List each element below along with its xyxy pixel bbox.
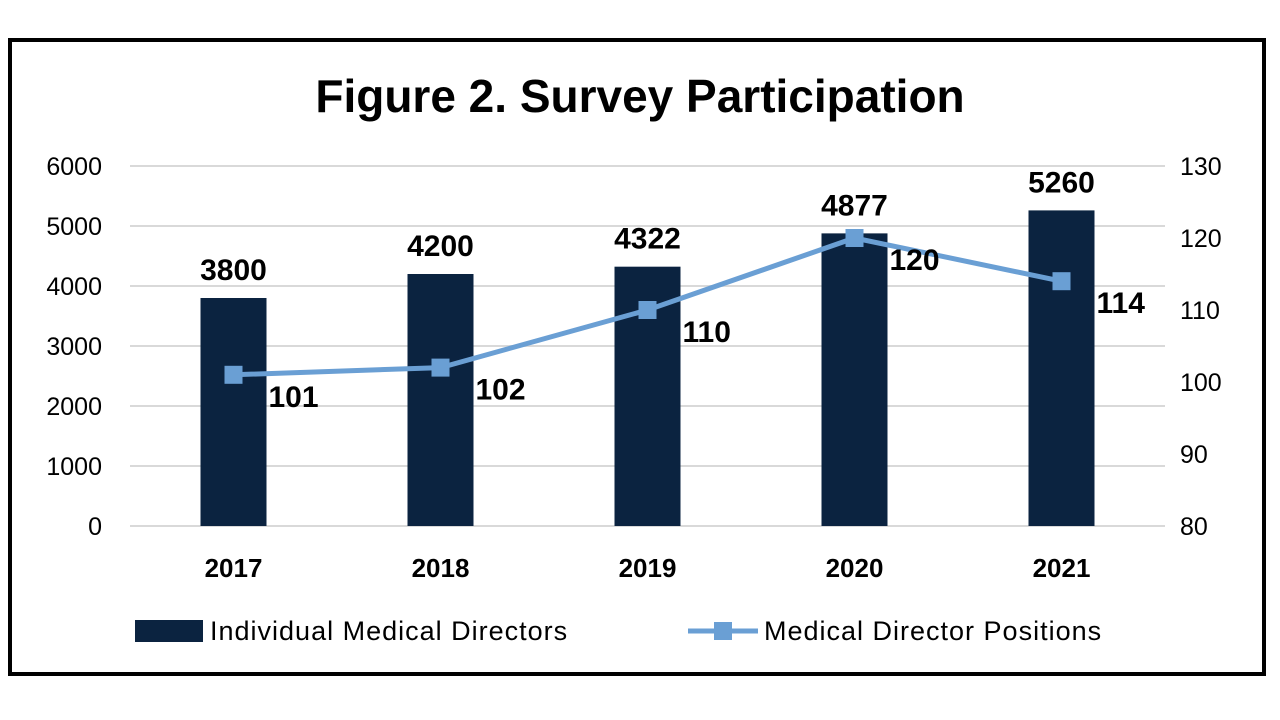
line-marker — [1052, 272, 1071, 291]
bar-data-label: 3800 — [200, 254, 267, 287]
y-right-tick-label: 130 — [1180, 153, 1222, 181]
bar — [1028, 210, 1095, 526]
line-marker — [224, 365, 243, 384]
line-data-label: 102 — [476, 374, 526, 407]
y-right-tick-label: 80 — [1180, 513, 1208, 541]
y-right-tick-label: 120 — [1180, 225, 1222, 253]
bar-data-label: 5260 — [1028, 166, 1095, 199]
line-data-label: 120 — [890, 244, 940, 277]
y-right-tick-label: 90 — [1180, 441, 1208, 469]
legend-bar-swatch — [135, 620, 203, 642]
line-marker — [638, 301, 657, 319]
line-data-label: 110 — [683, 316, 731, 349]
chart-title: Figure 2. Survey Participation — [315, 70, 964, 122]
x-tick-label: 2020 — [826, 553, 884, 583]
line-data-label: 101 — [269, 381, 319, 414]
y-right-tick-label: 110 — [1180, 297, 1220, 325]
y-left-tick-label: 4000 — [46, 273, 102, 301]
legend-label: Medical Director Positions — [764, 616, 1102, 646]
line-data-label: 114 — [1097, 287, 1146, 320]
x-tick-label: 2021 — [1033, 553, 1091, 583]
x-tick-label: 2019 — [619, 553, 677, 583]
bar — [407, 274, 474, 526]
y-left-tick-label: 3000 — [46, 333, 102, 361]
x-tick-label: 2018 — [412, 553, 470, 583]
bar-data-label: 4322 — [614, 223, 681, 256]
y-left-tick-label: 0 — [88, 513, 102, 541]
y-right-tick-label: 100 — [1180, 369, 1222, 397]
x-tick-label: 2017 — [205, 553, 263, 583]
line-marker — [845, 229, 864, 247]
y-left-tick-label: 1000 — [46, 453, 102, 481]
y-left-tick-label: 5000 — [46, 213, 102, 241]
bar-data-label: 4877 — [821, 189, 888, 222]
bar — [200, 298, 267, 526]
legend-line-marker — [714, 622, 732, 640]
line-marker — [431, 358, 450, 377]
bar-data-label: 4200 — [407, 230, 474, 263]
bar — [821, 233, 888, 526]
y-left-tick-label: 2000 — [46, 393, 102, 421]
chart-frame — [8, 38, 1266, 676]
legend-label: Individual Medical Directors — [210, 616, 568, 646]
y-left-tick-label: 6000 — [46, 153, 102, 181]
